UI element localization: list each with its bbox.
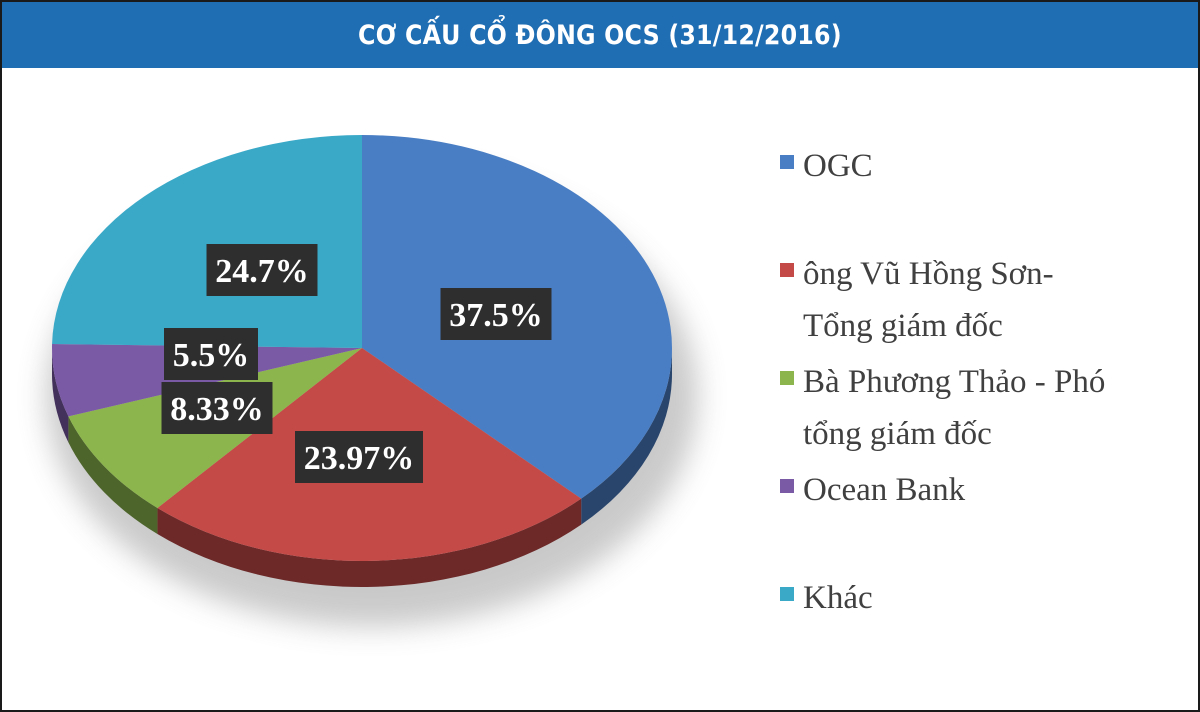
- legend-swatch: [780, 479, 794, 493]
- data-label-box: [164, 328, 258, 380]
- pie-slice-ocean-bank: [52, 343, 362, 417]
- data-label-ocean-bank: 5.5%: [164, 328, 258, 380]
- data-label-text: 5.5%: [173, 337, 250, 374]
- legend-item-ong-vu-hong-son: ông Vũ Hồng Sơn- Tổng giám đốc: [780, 248, 1054, 352]
- data-label-box: [206, 244, 318, 296]
- legend-item-khac: Khác: [780, 572, 873, 624]
- legend-swatch: [780, 587, 794, 601]
- data-label-text: 8.33%: [170, 391, 264, 428]
- pie-side-ong-vu-hong-son: [157, 498, 582, 587]
- data-label-box: [440, 288, 552, 340]
- data-label-ogc: 37.5%: [440, 288, 552, 340]
- legend-item-ocean-bank: Ocean Bank: [780, 464, 965, 516]
- legend-swatch: [780, 155, 794, 169]
- data-label-box: [295, 431, 423, 483]
- data-label-text: 24.7%: [215, 253, 309, 290]
- pie-side-ba-phuong-thao-pho: [68, 416, 158, 535]
- legend-swatch: [780, 371, 794, 385]
- title-bar: CƠ CẤU CỔ ĐÔNG OCS (31/12/2016): [2, 2, 1198, 68]
- data-label-khac: 24.7%: [206, 244, 318, 296]
- data-label-ba-phuong-thao-pho: 8.33%: [161, 382, 273, 434]
- pie-slice-khac: [52, 135, 363, 348]
- chart-title: CƠ CẤU CỔ ĐÔNG OCS (31/12/2016): [358, 19, 842, 51]
- legend-label: ông Vũ Hồng Sơn- Tổng giám đốc: [803, 256, 1054, 344]
- legend-label: Bà Phương Thảo - Phó tổng giám đốc: [803, 364, 1106, 452]
- pie-chart: 37.5% 23.97% 8.33% 5.5% 24.7%: [46, 135, 698, 627]
- legend-swatch: [780, 263, 794, 277]
- data-label-text: 23.97%: [304, 440, 415, 477]
- legend-item-ba-phuong-thao-pho: Bà Phương Thảo - Phó tổng giám đốc: [780, 356, 1105, 460]
- data-label-ong-vu-hong-son: 23.97%: [295, 431, 423, 483]
- legend-label: Ocean Bank: [803, 472, 966, 508]
- legend-label: OGC: [803, 148, 873, 184]
- data-labels: 37.5% 23.97% 8.33% 5.5% 24.7%: [161, 244, 552, 483]
- pie-top: [52, 135, 673, 561]
- data-label-text: 37.5%: [449, 297, 543, 334]
- pie-side-ogc: [581, 348, 672, 525]
- legend-item-ogc: OGC: [780, 140, 873, 192]
- pie-side-ocean-bank: [52, 348, 69, 443]
- legend-label: Khác: [803, 580, 873, 616]
- pie-sides: [52, 348, 672, 587]
- data-label-box: [161, 382, 273, 434]
